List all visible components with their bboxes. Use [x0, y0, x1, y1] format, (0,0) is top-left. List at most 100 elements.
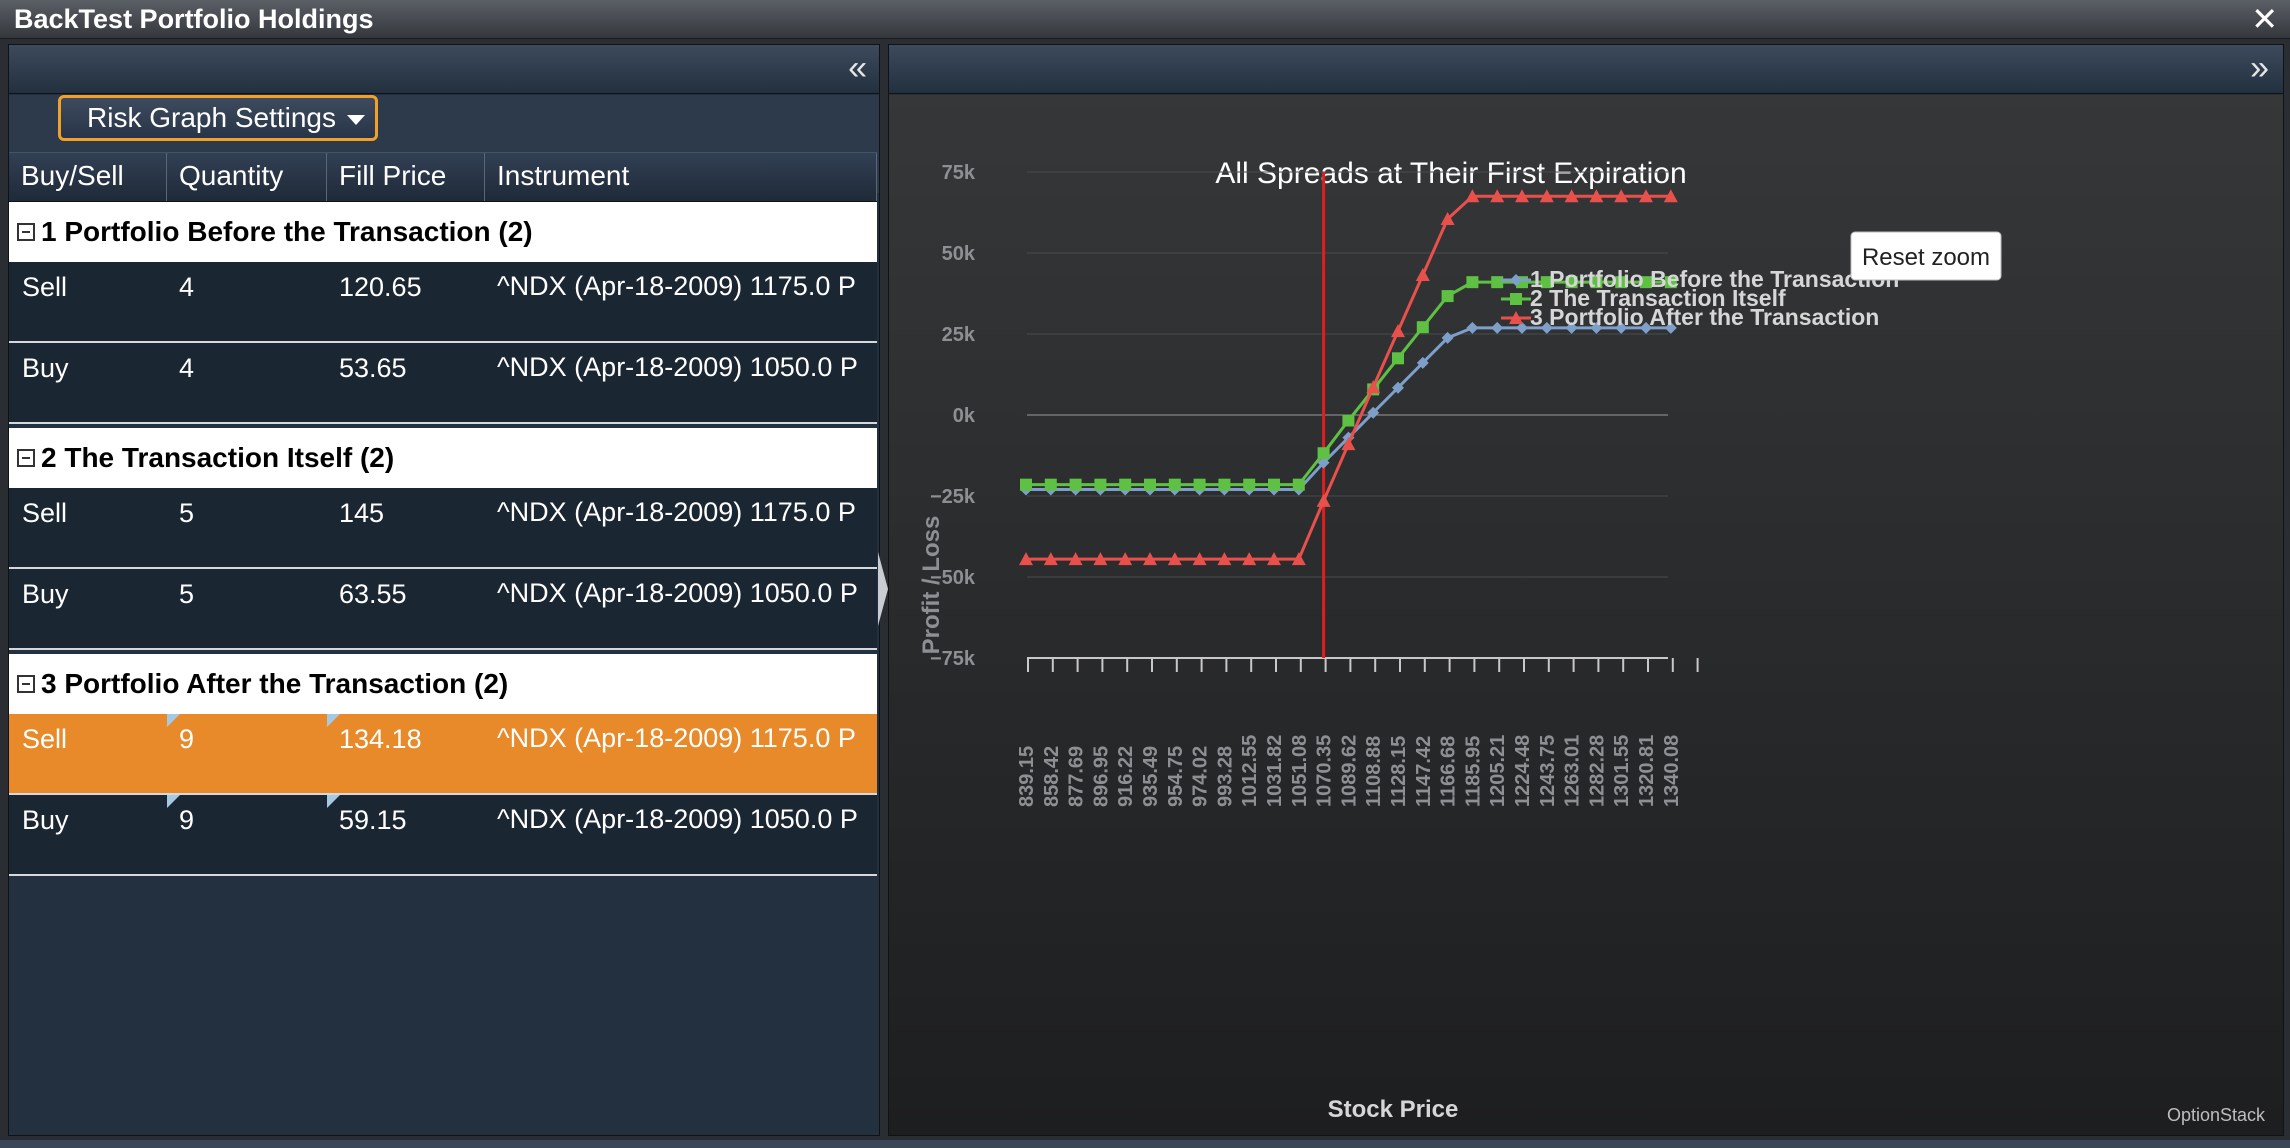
- data-point[interactable]: [1341, 437, 1356, 451]
- cell-quantity[interactable]: 5: [179, 579, 195, 609]
- data-point[interactable]: [1367, 406, 1380, 419]
- data-point[interactable]: [1069, 478, 1082, 491]
- group-row[interactable]: 1 Portfolio Before the Transaction (2): [9, 202, 877, 262]
- expand-right-icon[interactable]: »: [2250, 49, 2269, 87]
- data-point[interactable]: [1342, 414, 1355, 427]
- collapse-group-icon[interactable]: [17, 222, 35, 241]
- cell-quantity[interactable]: 4: [179, 353, 195, 383]
- panel-splitter-handle[interactable]: [878, 552, 888, 626]
- data-point[interactable]: [1415, 268, 1430, 282]
- data-point[interactable]: [1465, 189, 1480, 203]
- group-row[interactable]: 2 The Transaction Itself (2): [9, 428, 877, 488]
- data-point[interactable]: [1590, 321, 1603, 334]
- cell-quantity[interactable]: 9: [179, 724, 195, 754]
- cell-quantity[interactable]: 9: [179, 805, 195, 835]
- data-point[interactable]: [1640, 276, 1652, 289]
- data-point[interactable]: [1366, 380, 1381, 394]
- data-point[interactable]: [1391, 324, 1405, 338]
- cell-quantity[interactable]: 4: [179, 272, 195, 302]
- data-point[interactable]: [1317, 447, 1330, 460]
- data-point[interactable]: [1639, 189, 1653, 203]
- data-point[interactable]: [1317, 456, 1330, 469]
- data-point[interactable]: [1093, 552, 1108, 566]
- data-point[interactable]: [1663, 189, 1678, 203]
- data-point[interactable]: [1516, 321, 1528, 334]
- cell-fill-price[interactable]: 145: [339, 498, 385, 528]
- column-header-fill-price[interactable]: Fill Price: [327, 153, 485, 201]
- data-point[interactable]: [1491, 321, 1504, 334]
- data-point[interactable]: [1565, 276, 1578, 289]
- column-header-buy-sell[interactable]: Buy/Sell: [9, 153, 167, 201]
- column-header-quantity[interactable]: Quantity: [167, 153, 327, 201]
- table-row-selected[interactable]: Sell 9 134.18 ^NDX (Apr-18-2009) 1175.0 …: [9, 714, 877, 795]
- data-point[interactable]: [1466, 321, 1479, 334]
- data-point[interactable]: [1217, 552, 1232, 566]
- data-point[interactable]: [1392, 381, 1404, 394]
- cell-fill-price[interactable]: 59.15: [339, 805, 407, 835]
- cell-fill-price[interactable]: 120.65: [339, 272, 422, 302]
- data-point[interactable]: [1020, 478, 1032, 491]
- table-row[interactable]: Buy 9 59.15 ^NDX (Apr-18-2009) 1050.0 P: [9, 795, 877, 876]
- data-point[interactable]: [1044, 478, 1057, 491]
- group-row[interactable]: 3 Portfolio After the Transaction (2): [9, 654, 877, 714]
- data-point[interactable]: [1615, 321, 1628, 334]
- data-point[interactable]: [1589, 189, 1604, 203]
- data-point[interactable]: [1218, 478, 1231, 491]
- data-point[interactable]: [1392, 352, 1404, 365]
- data-point[interactable]: [1291, 552, 1306, 566]
- data-point[interactable]: [1490, 189, 1505, 203]
- data-point[interactable]: [1192, 552, 1207, 566]
- data-point[interactable]: [1143, 552, 1157, 566]
- data-point[interactable]: [1119, 478, 1132, 491]
- data-point[interactable]: [1539, 189, 1554, 203]
- collapse-left-icon[interactable]: «: [848, 49, 867, 87]
- data-point[interactable]: [1144, 478, 1156, 491]
- cell-fill-price[interactable]: 63.55: [339, 579, 407, 609]
- data-point[interactable]: [1564, 189, 1579, 203]
- data-point[interactable]: [1440, 211, 1455, 225]
- data-point[interactable]: [1664, 276, 1677, 289]
- table-row[interactable]: Buy 5 63.55 ^NDX (Apr-18-2009) 1050.0 P: [9, 569, 877, 650]
- table-row[interactable]: Sell 4 120.65 ^NDX (Apr-18-2009) 1175.0 …: [9, 262, 877, 343]
- data-point[interactable]: [1416, 321, 1429, 334]
- data-point[interactable]: [1441, 290, 1454, 303]
- cell-fill-price[interactable]: 134.18: [339, 724, 422, 754]
- data-point[interactable]: [1193, 478, 1206, 491]
- cell-quantity[interactable]: 5: [179, 498, 195, 528]
- column-header-instrument[interactable]: Instrument: [485, 153, 877, 201]
- data-point[interactable]: [1168, 478, 1181, 491]
- data-point[interactable]: [1615, 276, 1628, 289]
- table-row[interactable]: Sell 5 145 ^NDX (Apr-18-2009) 1175.0 P: [9, 488, 877, 569]
- data-point[interactable]: [1316, 493, 1331, 507]
- risk-graph-settings-button[interactable]: Risk Graph Settings: [58, 95, 378, 141]
- data-point[interactable]: [1441, 331, 1454, 344]
- data-point[interactable]: [1590, 276, 1603, 289]
- data-point[interactable]: [1268, 478, 1280, 491]
- data-point[interactable]: [1515, 189, 1529, 203]
- table-row[interactable]: Buy 4 53.65 ^NDX (Apr-18-2009) 1050.0 P: [9, 343, 877, 424]
- data-point[interactable]: [1019, 552, 1033, 566]
- data-point[interactable]: [1614, 189, 1629, 203]
- data-point[interactable]: [1267, 552, 1281, 566]
- data-point[interactable]: [1416, 356, 1429, 369]
- data-point[interactable]: [1167, 552, 1182, 566]
- legend-item-label[interactable]: 3 Portfolio After the Transaction: [1530, 304, 1879, 330]
- data-point[interactable]: [1242, 552, 1257, 566]
- data-point[interactable]: [1043, 552, 1058, 566]
- cell-fill-price[interactable]: 53.65: [339, 353, 407, 383]
- data-point[interactable]: [1243, 478, 1256, 491]
- data-point[interactable]: [1118, 552, 1133, 566]
- reset-zoom-button[interactable]: Reset zoom: [1850, 231, 2002, 281]
- risk-graph-chart[interactable]: All Spreads at Their First Expiration 75…: [889, 95, 2283, 1135]
- data-point[interactable]: [1466, 276, 1479, 289]
- data-point[interactable]: [1491, 276, 1504, 289]
- collapse-group-icon[interactable]: [17, 448, 35, 467]
- data-point[interactable]: [1565, 321, 1578, 334]
- data-point[interactable]: [1094, 478, 1107, 491]
- data-point[interactable]: [1540, 321, 1553, 334]
- data-point[interactable]: [1664, 321, 1677, 334]
- data-point[interactable]: [1292, 478, 1305, 491]
- legend-item-label[interactable]: 2 The Transaction Itself: [1530, 285, 1786, 311]
- close-icon[interactable]: ✕: [2251, 1, 2278, 37]
- data-point[interactable]: [1068, 552, 1083, 566]
